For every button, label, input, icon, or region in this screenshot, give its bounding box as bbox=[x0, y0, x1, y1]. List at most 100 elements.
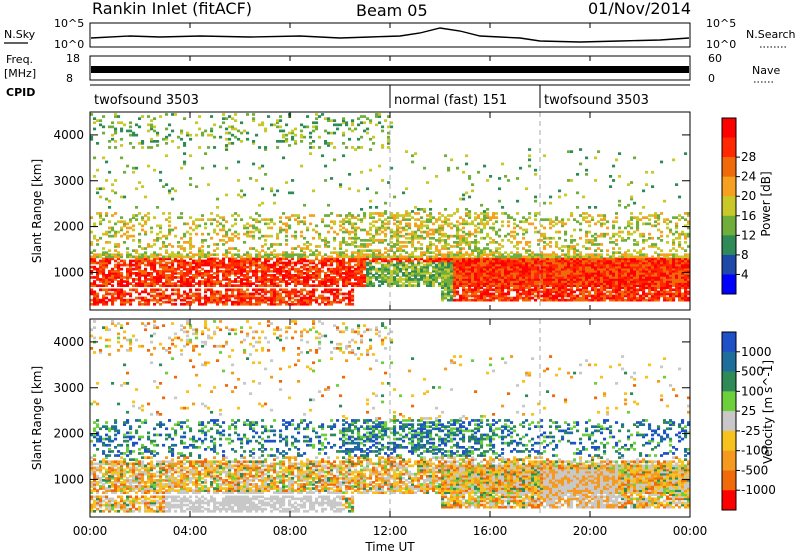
heatmap-cell bbox=[327, 269, 331, 273]
heatmap-cell bbox=[213, 164, 217, 168]
heatmap-cell bbox=[537, 292, 541, 296]
heatmap-cell bbox=[342, 284, 346, 287]
heatmap-cell bbox=[105, 241, 109, 244]
heatmap-cell bbox=[450, 267, 454, 271]
heatmap-cell bbox=[369, 199, 373, 203]
heatmap-cell bbox=[264, 267, 268, 271]
heatmap-cell bbox=[630, 269, 634, 273]
heatmap-cell bbox=[525, 280, 529, 283]
heatmap-cell bbox=[393, 251, 397, 254]
heatmap-cell bbox=[267, 302, 271, 306]
heatmap-cell bbox=[285, 302, 289, 306]
heatmap-cell bbox=[411, 160, 415, 164]
heatmap-cell bbox=[324, 214, 328, 217]
heatmap-cell bbox=[240, 140, 244, 143]
heatmap-cell bbox=[126, 272, 130, 275]
heatmap-cell bbox=[285, 253, 289, 257]
heatmap-cell bbox=[429, 251, 433, 254]
heatmap-cell bbox=[573, 278, 577, 281]
heatmap-cell bbox=[501, 255, 505, 259]
heatmap-cell bbox=[612, 224, 616, 228]
heatmap-cell bbox=[90, 265, 94, 269]
heatmap-cell bbox=[399, 234, 403, 238]
heatmap-cell bbox=[231, 236, 235, 240]
heatmap-cell bbox=[114, 274, 118, 277]
heatmap-cell bbox=[627, 220, 631, 224]
heatmap-cell bbox=[252, 236, 256, 240]
heatmap-cell bbox=[360, 253, 364, 257]
heatmap-cell bbox=[102, 257, 106, 261]
heatmap-cell bbox=[579, 282, 583, 285]
heatmap-cell bbox=[345, 123, 349, 127]
heatmap-cell bbox=[294, 292, 298, 296]
heatmap-cell bbox=[495, 296, 499, 300]
heatmap-cell bbox=[588, 272, 592, 275]
heatmap-cell bbox=[162, 243, 166, 246]
heatmap-cell bbox=[402, 226, 406, 230]
heatmap-cell bbox=[582, 265, 586, 269]
heatmap-cell bbox=[558, 259, 562, 263]
heatmap-cell bbox=[300, 133, 304, 137]
heatmap-cell bbox=[171, 140, 175, 143]
heatmap-cell bbox=[174, 234, 178, 238]
heatmap-cell bbox=[432, 267, 436, 271]
heatmap-cell bbox=[231, 117, 235, 120]
heatmap-cell bbox=[390, 257, 394, 261]
heatmap-cell bbox=[450, 245, 454, 248]
heatmap-cell bbox=[585, 257, 589, 261]
heatmap-cell bbox=[516, 212, 520, 215]
heatmap-cell bbox=[252, 117, 256, 120]
heatmap-cell bbox=[576, 282, 580, 285]
heatmap-cell bbox=[327, 259, 331, 263]
heatmap-cell bbox=[285, 288, 289, 292]
heatmap-cell bbox=[465, 162, 469, 166]
heatmap-cell bbox=[177, 288, 181, 292]
heatmap-cell bbox=[93, 253, 97, 257]
heatmap-cell bbox=[441, 274, 445, 277]
heatmap-cell bbox=[285, 137, 289, 141]
heatmap-cell bbox=[471, 220, 475, 224]
heatmap-cell bbox=[432, 269, 436, 273]
heatmap-cell bbox=[222, 239, 226, 242]
heatmap-cell bbox=[255, 296, 259, 300]
heatmap-cell bbox=[141, 274, 145, 277]
heatmap-cell bbox=[528, 253, 532, 257]
heatmap-cell bbox=[315, 117, 319, 120]
heatmap-cell bbox=[339, 288, 343, 292]
heatmap-cell bbox=[123, 290, 127, 294]
heatmap-cell bbox=[285, 228, 289, 232]
heatmap-cell bbox=[237, 137, 241, 141]
heatmap-cell bbox=[273, 278, 277, 281]
heatmap-cell bbox=[621, 265, 625, 269]
heatmap-cell bbox=[372, 135, 376, 139]
heatmap-cell bbox=[540, 265, 544, 269]
heatmap-cell bbox=[279, 119, 283, 122]
heatmap-cell bbox=[147, 257, 151, 261]
heatmap-cell bbox=[579, 263, 583, 267]
heatmap-cell bbox=[231, 255, 235, 259]
heatmap-cell bbox=[189, 269, 193, 273]
heatmap-cell bbox=[429, 214, 433, 217]
heatmap-cell bbox=[195, 121, 199, 125]
heatmap-cell bbox=[549, 201, 553, 205]
heatmap-cell bbox=[303, 255, 307, 259]
heatmap-cell bbox=[444, 241, 448, 244]
heatmap-cell bbox=[342, 298, 346, 302]
heatmap-cell bbox=[372, 274, 376, 277]
heatmap-cell bbox=[537, 296, 541, 300]
heatmap-cell bbox=[366, 131, 370, 135]
heatmap-cell bbox=[411, 253, 415, 257]
heatmap-cell bbox=[579, 261, 583, 265]
heatmap-cell bbox=[615, 286, 619, 290]
heatmap-cell bbox=[453, 255, 457, 259]
heatmap-cell bbox=[444, 269, 448, 273]
heatmap-cell bbox=[387, 282, 391, 285]
heatmap-cell bbox=[597, 234, 601, 238]
heatmap-cell bbox=[612, 276, 616, 279]
heatmap-cell bbox=[369, 121, 373, 125]
heatmap-cell bbox=[255, 255, 259, 259]
heatmap-cell bbox=[585, 253, 589, 257]
heatmap-cell bbox=[321, 298, 325, 302]
heatmap-cell bbox=[456, 166, 460, 170]
heatmap-cell bbox=[564, 276, 568, 279]
